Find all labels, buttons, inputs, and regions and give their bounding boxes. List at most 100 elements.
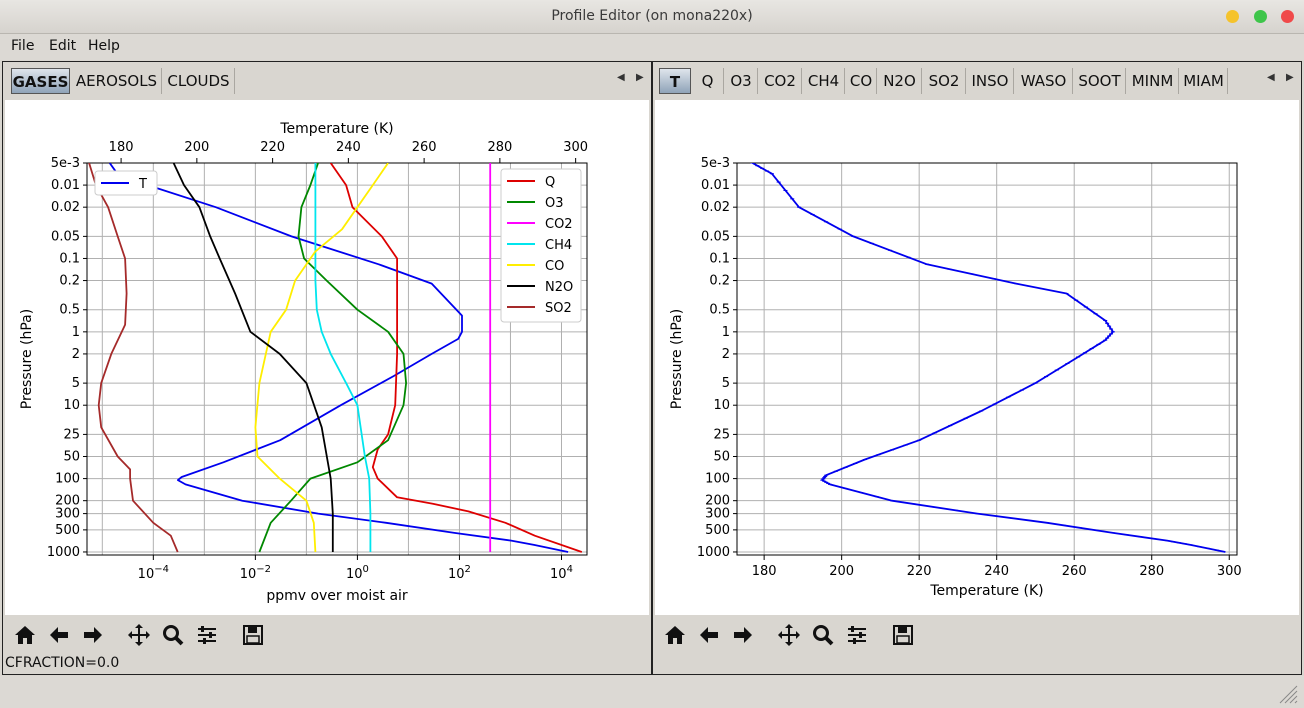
back-icon[interactable]: [47, 623, 71, 647]
tab-so2[interactable]: SO2: [923, 68, 966, 94]
series-line-q: [329, 163, 583, 553]
top-tick-label: 180: [109, 140, 134, 155]
menu-help[interactable]: Help: [88, 38, 120, 54]
x-tick-label: 240: [984, 564, 1009, 579]
y-tick-label: 0.01: [701, 178, 730, 193]
tab-scroll-left-icon[interactable]: ◀: [617, 72, 625, 83]
tab-miam[interactable]: MIAM: [1180, 68, 1228, 94]
minimize-button[interactable]: [1226, 10, 1239, 23]
title-bar: Profile Editor (on mona220x): [0, 0, 1304, 34]
y-tick-label: 100: [55, 472, 80, 487]
legend-label-n2o: N2O: [545, 280, 573, 295]
x-axis-label: Temperature (K): [929, 583, 1043, 599]
status-text: CFRACTION=0.0: [5, 655, 120, 671]
x-tick-label: 10−4: [138, 564, 169, 582]
tab-co2[interactable]: CO2: [759, 68, 802, 94]
y-tick-label: 5e-3: [701, 156, 730, 171]
y-tick-label: 0.2: [59, 274, 80, 289]
tab-aerosols[interactable]: AEROSOLS: [72, 68, 162, 94]
left-plot-canvas[interactable]: 5e-3 0.01 0.02 0.05 0.1 0.2 0.5 1 2 5 10 25 50 100 200…: [5, 100, 649, 615]
top-tick-label: 220: [260, 140, 285, 155]
x-tick-label: 100: [346, 564, 369, 582]
y-tick-label: 200: [705, 494, 730, 509]
y-tick-label: 0.5: [709, 303, 730, 318]
top-tick-label: 200: [184, 140, 209, 155]
back-icon[interactable]: [697, 623, 721, 647]
x-tick-label: 200: [829, 564, 854, 579]
y-tick-label: 5: [72, 376, 80, 391]
tab-o3[interactable]: O3: [725, 68, 758, 94]
y-tick-label: 2: [722, 347, 730, 362]
y-tick-label: 2: [72, 347, 80, 362]
y-tick-label: 10: [713, 398, 730, 413]
forward-icon[interactable]: [731, 623, 755, 647]
pan-icon[interactable]: [777, 623, 801, 647]
home-icon[interactable]: [663, 623, 687, 647]
resize-grip-icon[interactable]: [1276, 682, 1298, 704]
maximize-button[interactable]: [1254, 10, 1267, 23]
configure-icon[interactable]: [195, 623, 219, 647]
y-tick-label: 0.2: [709, 274, 730, 289]
y-tick-label: 500: [705, 523, 730, 538]
top-tick-label: 300: [563, 140, 588, 155]
forward-icon[interactable]: [81, 623, 105, 647]
series-line-n2o: [172, 163, 334, 552]
menu-edit[interactable]: Edit: [49, 38, 77, 54]
tab-t[interactable]: T: [659, 68, 691, 94]
configure-icon[interactable]: [845, 623, 869, 647]
x-tick-label: 102: [448, 564, 471, 582]
series-line-t: [108, 163, 569, 553]
zoom-icon[interactable]: [161, 623, 185, 647]
x-tick-label: 10−2: [240, 564, 271, 582]
y-tick-label: 1: [72, 325, 80, 340]
series-line-so2: [88, 163, 179, 553]
y-tick-label: 0.05: [51, 229, 80, 244]
menu-file[interactable]: File: [11, 38, 35, 54]
legend-label-o3: O3: [545, 196, 564, 211]
y-tick-label: 0.02: [701, 200, 730, 215]
x-tick-label: 220: [907, 564, 932, 579]
series-line-t: [752, 163, 1226, 553]
left-toolbar: [5, 617, 649, 653]
tab-minm[interactable]: MINM: [1127, 68, 1179, 94]
tab-inso[interactable]: INSO: [967, 68, 1014, 94]
series-line-co: [254, 163, 389, 553]
y-tick-label: 1000: [47, 545, 80, 560]
plot-frame: [736, 162, 1238, 556]
y-tick-label: 0.5: [59, 303, 80, 318]
legend-label-co: CO: [545, 259, 564, 274]
y-tick-label: 10: [63, 398, 80, 413]
gases-chart: 5e-30.010.020.050.10.20.5125102550100200…: [19, 121, 588, 604]
zoom-icon[interactable]: [811, 623, 835, 647]
y-tick-label: 1000: [697, 545, 730, 560]
right-toolbar: [655, 617, 1299, 653]
tab-soot[interactable]: SOOT: [1074, 68, 1126, 94]
y-tick-label: 0.05: [701, 229, 730, 244]
y-tick-label: 100: [705, 472, 730, 487]
tab-gases[interactable]: GASES: [11, 68, 70, 94]
left-pane: GASES AEROSOLS CLOUDS ◀ ▶ 5e-3 0.01 0.02 0.…: [2, 61, 652, 675]
top-axis-label: Temperature (K): [279, 121, 393, 137]
home-icon[interactable]: [13, 623, 37, 647]
menu-bar: File Edit Help: [0, 34, 1304, 60]
tab-n2o[interactable]: N2O: [878, 68, 922, 94]
tab-ch4[interactable]: CH4: [803, 68, 845, 94]
pan-icon[interactable]: [127, 623, 151, 647]
tab-q[interactable]: Q: [692, 68, 724, 94]
series-line-ch4: [314, 163, 372, 552]
right-plot-canvas[interactable]: 5e-3 0.01 0.02 0.05 0.1 0.2 0.5 1 2 5 10 25 50 100 200…: [655, 100, 1299, 615]
right-pane: T Q O3 CO2 CH4 CO N2O SO2 INSO WASO SOOT…: [652, 61, 1302, 675]
tab-scroll-right-icon[interactable]: ▶: [636, 72, 644, 83]
save-icon[interactable]: [241, 623, 265, 647]
top-tick-label: 280: [487, 140, 512, 155]
tab-clouds[interactable]: CLOUDS: [163, 68, 235, 94]
plot-frame: [86, 162, 588, 556]
tab-co[interactable]: CO: [846, 68, 877, 94]
save-icon[interactable]: [891, 623, 915, 647]
close-button[interactable]: [1281, 10, 1294, 23]
x-tick-label: 300: [1217, 564, 1242, 579]
tab-scroll-left-icon[interactable]: ◀: [1267, 72, 1275, 83]
tab-scroll-right-icon[interactable]: ▶: [1286, 72, 1294, 83]
y-tick-label: 500: [55, 523, 80, 538]
tab-waso[interactable]: WASO: [1015, 68, 1073, 94]
